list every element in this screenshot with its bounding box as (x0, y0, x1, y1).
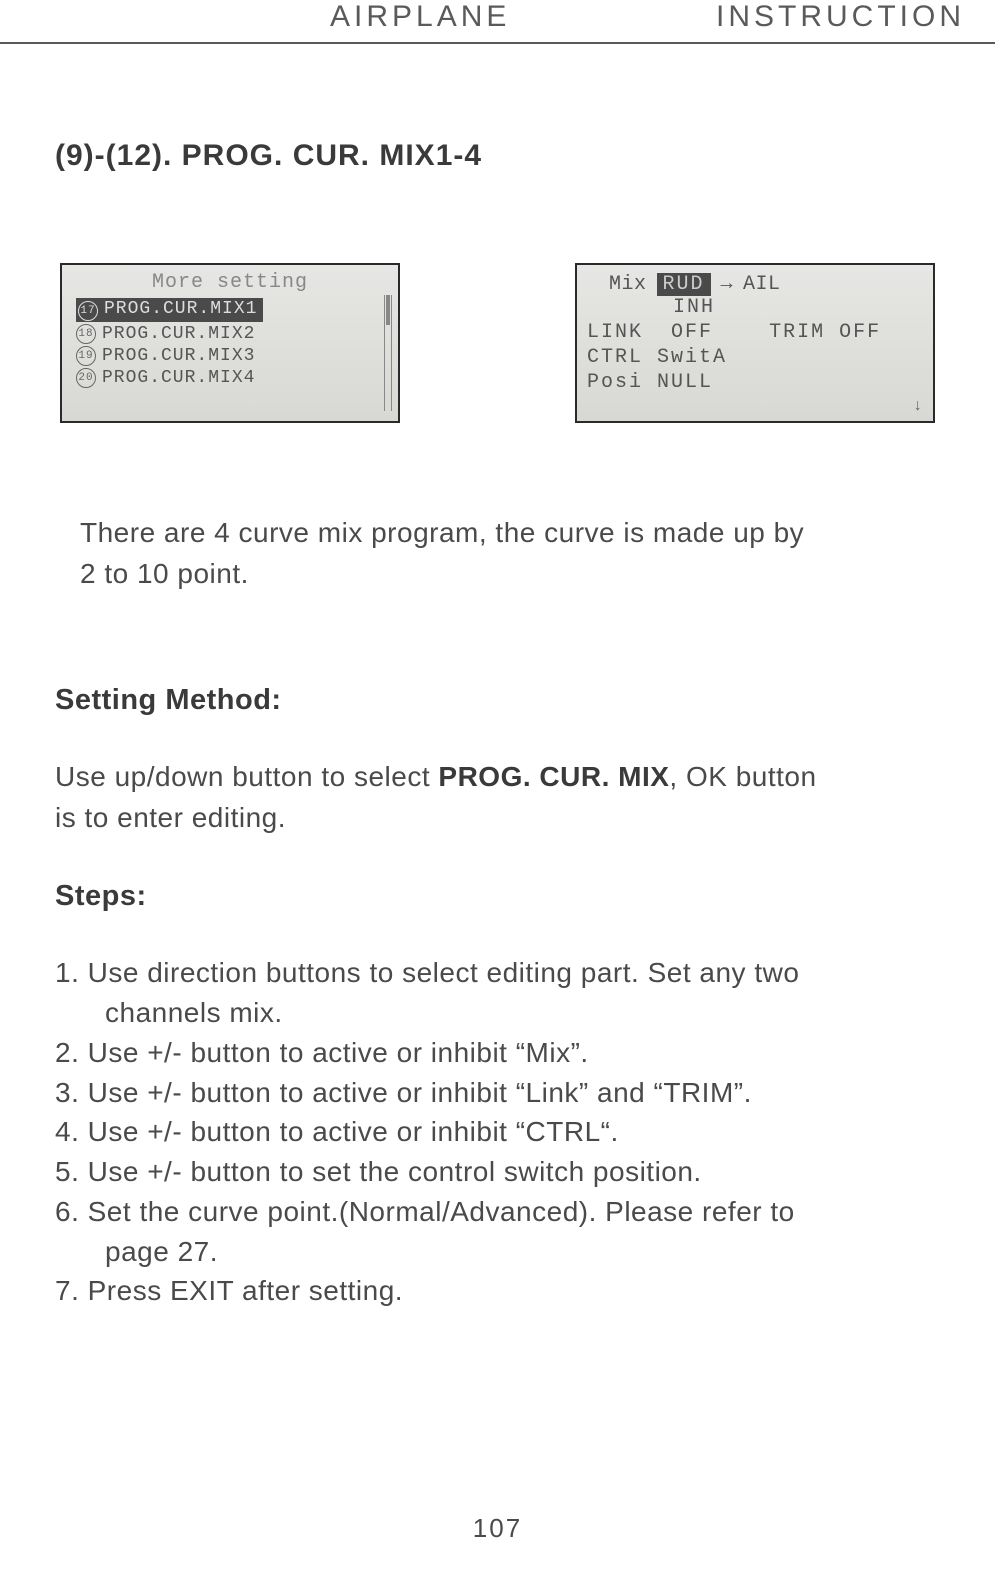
lcd-screen-menu: More setting 17PROG.CUR.MIX1 18PROG.CUR.… (60, 263, 400, 423)
section-title: (9)-(12). PROG. CUR. MIX1-4 (55, 139, 995, 173)
page-header: AIRPLANE INSTRUCTION (0, 0, 995, 44)
lcd-menu-item: 19PROG.CUR.MIX3 (70, 346, 390, 366)
mix-inh: INH (585, 296, 925, 319)
lcd-row: More setting 17PROG.CUR.MIX1 18PROG.CUR.… (60, 263, 935, 423)
intro-text: There are 4 curve mix program, the curve… (80, 513, 995, 594)
steps-list: 1. Use direction buttons to select editi… (55, 953, 935, 1311)
steps-title: Steps: (55, 880, 995, 913)
step-item: 1. Use direction buttons to select editi… (55, 953, 935, 993)
lcd-screen-mix: Mix RUD → AIL INH LINK OFF TRIM OFF CTRL… (575, 263, 935, 423)
lcd-menu-title: More setting (70, 271, 390, 294)
setting-method-text: Use up/down button to select PROG. CUR. … (55, 757, 995, 838)
step-item: 5. Use +/- button to set the control swi… (55, 1152, 935, 1192)
mix-to: AIL (743, 273, 781, 296)
lcd-menu-item: 18PROG.CUR.MIX2 (70, 324, 390, 344)
setting-method-title: Setting Method: (55, 684, 995, 717)
step-item: 6. Set the curve point.(Normal/Advanced)… (55, 1192, 935, 1232)
arrow-right-icon: → (721, 273, 734, 296)
mix-ctrl-row: CTRL SwitA (585, 346, 925, 369)
lcd-scrollbar (384, 295, 392, 411)
mix-label: Mix (609, 273, 647, 296)
mix-posi-row: Posi NULL (585, 371, 925, 394)
step-indent: page 27. (55, 1232, 935, 1272)
step-item: 3. Use +/- button to active or inhibit “… (55, 1073, 935, 1113)
down-arrow-icon: ↓ (913, 397, 923, 415)
mix-link-row: LINK OFF TRIM OFF (585, 321, 925, 344)
mix-from: RUD (657, 273, 711, 296)
step-item: 2. Use +/- button to active or inhibit “… (55, 1033, 935, 1073)
step-item: 7. Press EXIT after setting. (55, 1271, 935, 1311)
header-left: AIRPLANE (330, 0, 510, 34)
lcd-menu-item: 20PROG.CUR.MIX4 (70, 368, 390, 388)
lcd-menu-item: 17PROG.CUR.MIX1 (70, 298, 390, 322)
page-number: 107 (0, 1513, 995, 1544)
header-right: INSTRUCTION (716, 0, 975, 34)
step-item: 4. Use +/- button to active or inhibit “… (55, 1112, 935, 1152)
step-indent: channels mix. (55, 993, 935, 1033)
